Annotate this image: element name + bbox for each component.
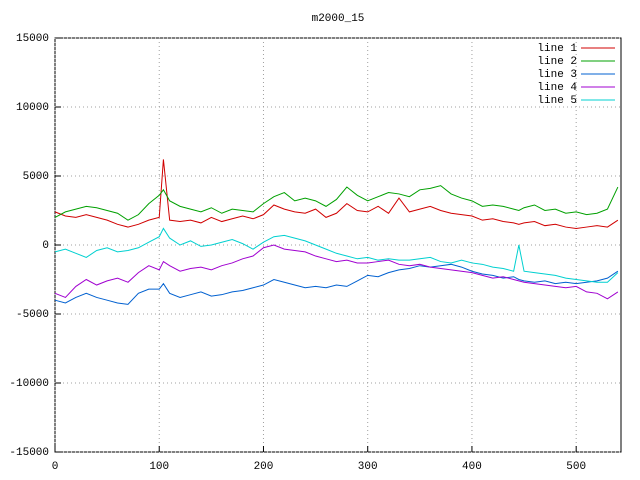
series-line <box>54 244 619 300</box>
x-tick-label: 400 <box>462 461 482 473</box>
x-tick-label: 300 <box>358 461 378 473</box>
y-tick-label: -15000 <box>9 447 49 459</box>
series-line <box>54 227 619 283</box>
chart-title: m2000_15 <box>312 13 365 25</box>
legend-label: line 2 <box>537 56 577 68</box>
y-tick-label: 5000 <box>23 171 49 183</box>
series-line <box>54 185 619 221</box>
y-tick-label: -5000 <box>16 309 49 321</box>
legend-label: line 4 <box>537 82 577 94</box>
x-tick-label: 200 <box>254 461 274 473</box>
series-line <box>54 263 619 305</box>
legend-label: line 5 <box>537 95 577 107</box>
series-line <box>54 159 619 229</box>
y-tick-label: 15000 <box>16 33 49 45</box>
y-tick-label: -10000 <box>9 378 49 390</box>
x-tick-label: 500 <box>566 461 586 473</box>
y-tick-label: 10000 <box>16 102 49 114</box>
legend-label: line 1 <box>537 43 577 55</box>
x-tick-label: 0 <box>52 461 59 473</box>
y-tick-label: 0 <box>42 240 49 252</box>
legend-label: line 3 <box>537 69 577 81</box>
x-tick-label: 100 <box>149 461 169 473</box>
